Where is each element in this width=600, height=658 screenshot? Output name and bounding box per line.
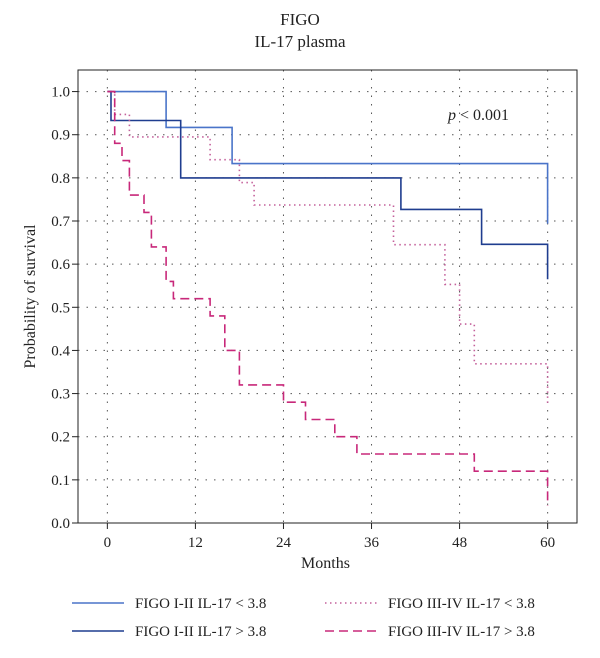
x-tick-label: 24 [276, 535, 292, 551]
y-tick-label: 0.1 [51, 473, 70, 489]
x-tick-label: 12 [188, 535, 203, 551]
y-tick-label: 0.4 [51, 343, 70, 359]
plot-frame [77, 69, 578, 524]
y-tick-label: 0.3 [51, 387, 70, 403]
x-tick-label: 48 [452, 535, 467, 551]
y-tick-label: 0.9 [51, 128, 70, 144]
x-tick-label: 0 [104, 535, 112, 551]
series-line-1 [107, 90, 549, 224]
legend-label-4: FIGO III-IV IL-17 > 3.8 [388, 624, 535, 640]
grid [78, 70, 577, 524]
y-axis-title: Probability of survival [22, 224, 39, 369]
series-line-4 [107, 90, 549, 506]
y-tick-label: 0.2 [51, 430, 70, 446]
x-tick-label: 60 [540, 535, 555, 551]
legend: FIGO I-II IL-17 < 3.8 FIGO I-II IL-17 > 3… [72, 596, 535, 640]
chart-subtitle: IL-17 plasma [254, 32, 346, 51]
y-tick-label: 1.0 [51, 85, 70, 101]
series-line-2 [107, 90, 549, 280]
legend-label-1: FIGO I-II IL-17 < 3.8 [135, 596, 266, 612]
y-tick-label: 0.0 [51, 516, 70, 532]
y-tick-label: 0.6 [51, 257, 70, 273]
y-tick-label: 0.8 [51, 171, 70, 187]
p-value-symbol: p [447, 107, 456, 124]
x-tick-label: 36 [364, 535, 380, 551]
legend-label-2: FIGO I-II IL-17 > 3.8 [135, 624, 266, 640]
legend-label-3: FIGO III-IV IL-17 < 3.8 [388, 596, 535, 612]
p-value-annotation: p < 0.001 [447, 107, 509, 124]
series-lines [107, 90, 549, 506]
x-axis-title: Months [301, 555, 350, 572]
series-line-3 [107, 90, 549, 404]
y-tick-label: 0.5 [51, 300, 70, 316]
chart-title: FIGO [280, 10, 320, 29]
y-tick-label: 0.7 [51, 214, 70, 230]
p-value-text: < 0.001 [456, 107, 509, 124]
axis-ticks: 0 12 24 36 48 60 0.0 0.1 0.2 0.3 0.4 0.5 0.6 0.7 0.8 0.… [51, 85, 555, 551]
